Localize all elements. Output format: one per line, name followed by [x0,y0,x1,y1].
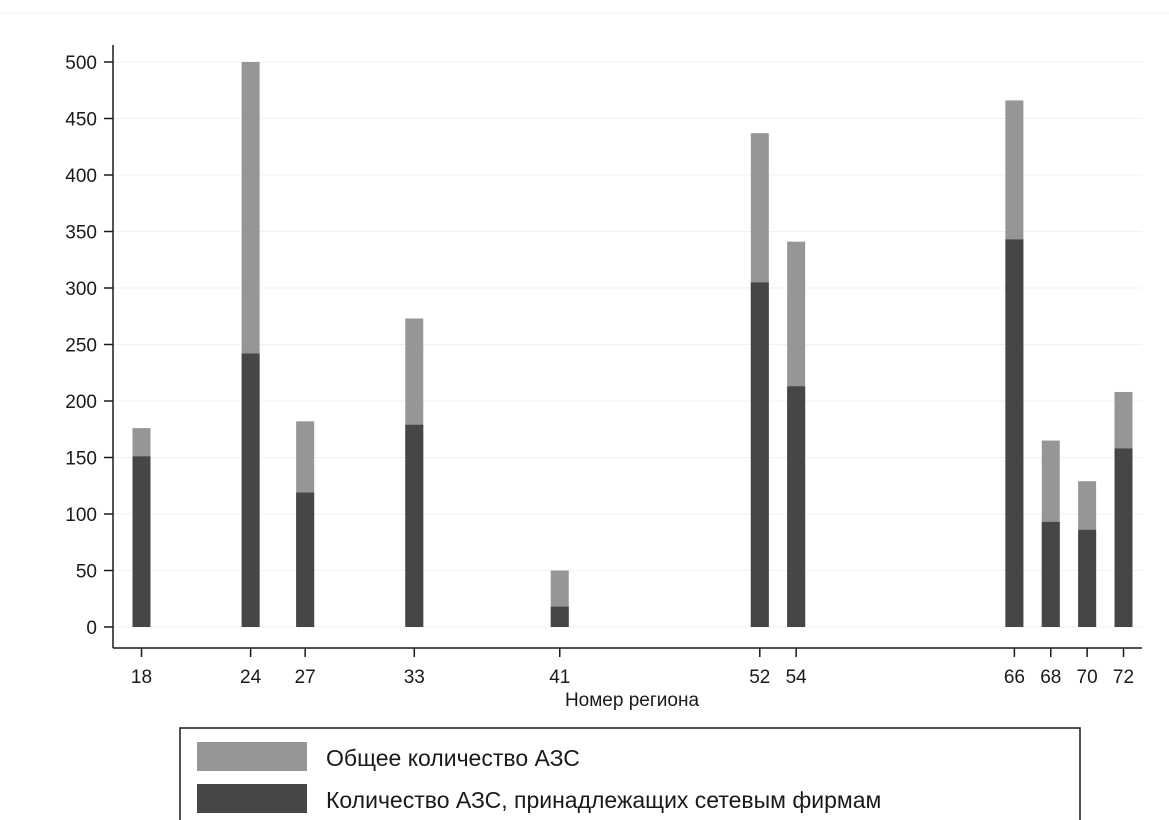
y-tick-label: 150 [65,449,97,470]
legend: Общее количество АЗС Количество АЗС, при… [179,727,1081,820]
legend-label-total: Общее количество АЗС [326,745,580,771]
x-tick-label: 24 [240,667,262,688]
y-tick-label: 0 [86,618,97,639]
bar-chain [405,424,424,627]
x-tick-label: 66 [1004,667,1025,688]
x-tick-label: 70 [1077,667,1098,688]
bar-chain [132,456,151,627]
bar-chain [1078,529,1097,627]
x-axis: 18 24 27 33 41 52 54 66 68 70 72 [113,647,1142,688]
x-axis-label: Номер региона [565,690,700,711]
y-tick-label: 300 [65,279,97,300]
y-tick-label: 500 [65,53,97,74]
grid-lines [0,12,1169,628]
x-tick-label: 52 [749,667,770,688]
x-tick-label: 54 [786,667,808,688]
legend-label-chain: Количество АЗС, принадлежащих сетевым фи… [326,787,881,813]
y-tick-label: 50 [76,562,97,583]
x-tick-label: 72 [1113,667,1134,688]
bar-chain [1041,521,1060,627]
bar-chain [550,606,569,627]
y-tick-label: 250 [65,336,97,357]
legend-box [179,727,1081,820]
bar-chain [787,386,806,627]
y-tick-label: 350 [65,223,97,244]
y-axis: 0 50 100 150 200 250 300 350 400 450 500 [65,45,114,648]
bar-chain [241,353,260,627]
x-tick-label: 33 [404,667,425,688]
bar-chain [296,492,315,627]
y-tick-label: 100 [65,505,97,526]
y-tick-label: 400 [65,166,97,187]
x-tick-label: 27 [295,667,316,688]
legend-swatch-total [197,742,307,771]
y-tick-label: 200 [65,392,97,413]
y-tick-label: 450 [65,110,97,131]
legend-swatch-chain [197,784,307,813]
bar-chain [1114,448,1133,627]
x-tick-label: 68 [1040,667,1061,688]
bar-chain [750,282,769,627]
chain-bars [132,239,1133,627]
x-tick-label: 18 [131,667,152,688]
bar-chain [1005,239,1024,627]
x-tick-label: 41 [549,667,570,688]
